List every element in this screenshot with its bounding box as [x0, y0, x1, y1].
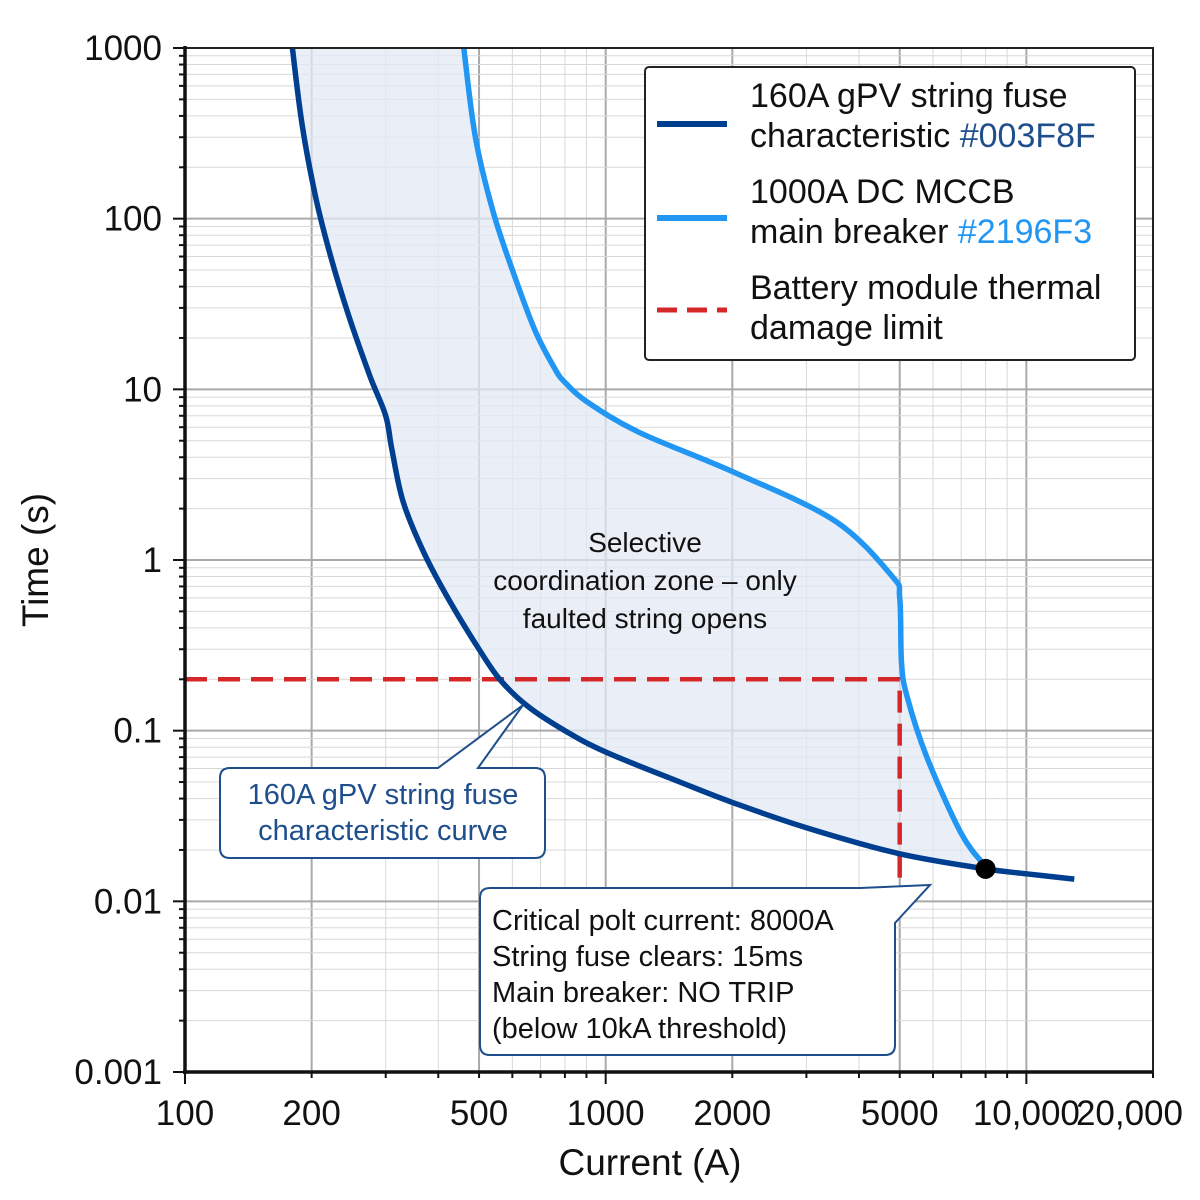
critical-callout-line-1: Critical polt current: 8000A: [492, 905, 834, 937]
legend: 160A gPV string fuse characteristic #003…: [644, 66, 1136, 361]
fuse-callout: 160A gPV string fuse characteristic curv…: [219, 704, 546, 859]
y-tick-label: 0.01: [94, 882, 162, 921]
x-tick-label: 10,000: [973, 1094, 1080, 1133]
zone-label-line-2: coordination zone – only: [493, 565, 797, 596]
y-tick-labels: 1000 100 10 1 0.1 0.01 0.001: [74, 29, 162, 1092]
y-tick-label: 0.001: [74, 1053, 162, 1092]
critical-callout-line-4: (below 10kA threshold): [492, 1013, 787, 1045]
zone-label: Selective coordination zone – only fault…: [493, 527, 797, 634]
y-tick-label: 1: [143, 541, 162, 580]
fuse-callout-line-2: characteristic curve: [258, 815, 508, 847]
legend-fuse-text: characteristic: [750, 117, 960, 155]
y-tick-label: 0.1: [113, 712, 162, 751]
axis-ticks: [173, 47, 1154, 1084]
legend-label-damage-line-2: damage limit: [750, 309, 943, 347]
legend-label-breaker-line-2: main breaker #2196F3: [750, 213, 1092, 251]
x-tick-label: 1000: [567, 1094, 645, 1133]
critical-callout-line-3: Main breaker: NO TRIP: [492, 977, 794, 1009]
damage-limit-line: [185, 677, 902, 882]
x-tick-label: 200: [282, 1094, 340, 1133]
legend-breaker-text: main breaker: [750, 213, 958, 251]
x-tick-label: 500: [450, 1094, 508, 1133]
fuse-callout-line-1: 160A gPV string fuse: [248, 779, 519, 811]
fuse-curve: [289, 47, 1075, 882]
legend-label-damage-line-1: Battery module thermal: [750, 269, 1102, 307]
critical-callout-box: [479, 883, 933, 1056]
fuse-callout-box: [219, 704, 546, 859]
zone-label-line-1: Selective: [588, 527, 702, 558]
breaker-curve: [461, 47, 988, 869]
critical-callout: Critical polt current: 8000A String fuse…: [479, 883, 933, 1056]
series-layer: [185, 47, 1075, 882]
coordination-zone-fill: [292, 48, 986, 869]
y-tick-label: 1000: [84, 29, 162, 68]
y-tick-label: 100: [104, 200, 162, 239]
legend-label-fuse-line-1: 160A gPV string fuse: [750, 77, 1068, 115]
x-tick-label: 100: [156, 1094, 214, 1133]
critical-callout-line-2: String fuse clears: 15ms: [492, 941, 803, 973]
legend-label-fuse-line-2: characteristic #003F8F: [750, 117, 1096, 155]
legend-label-breaker-line-1: 1000A DC MCCB: [750, 173, 1015, 211]
legend-fuse-code: #003F8F: [960, 117, 1096, 155]
legend-breaker-code: #2196F3: [958, 213, 1092, 251]
x-axis-title: Current (A): [559, 1142, 742, 1183]
y-axis-title: Time (s): [15, 493, 56, 627]
coordination-zone: [292, 48, 986, 869]
legend-box: [644, 66, 1136, 361]
y-tick-label: 10: [123, 370, 162, 409]
x-tick-label: 5000: [861, 1094, 939, 1133]
critical-point-marker: [975, 858, 996, 879]
zone-label-line-3: faulted string opens: [523, 603, 767, 634]
x-tick-label: 20,000: [1076, 1094, 1183, 1133]
x-tick-label: 2000: [693, 1094, 771, 1133]
